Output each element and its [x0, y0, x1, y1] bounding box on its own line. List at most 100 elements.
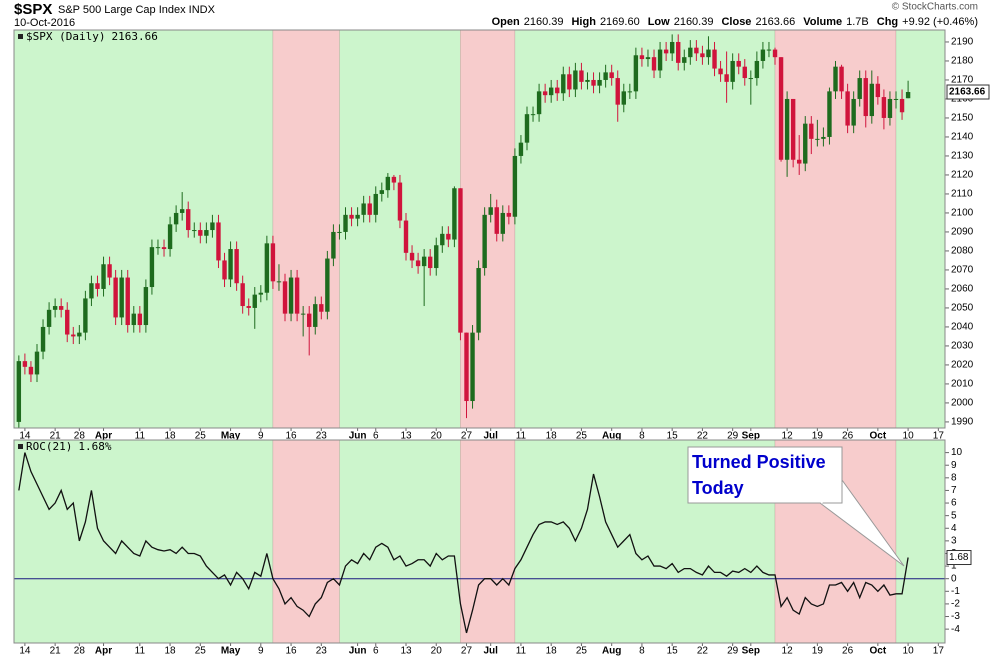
x-tick-label: 11 — [516, 431, 527, 442]
field-label: Close — [721, 16, 751, 28]
x-tick-label: 15 — [667, 431, 679, 442]
candle-body — [300, 313, 306, 315]
candle-body — [101, 264, 106, 289]
candle-body — [46, 309, 52, 327]
x-tick-label: 10 — [903, 431, 915, 442]
price-tag — [946, 84, 990, 100]
legend: ROC(21) 1.68% — [26, 440, 112, 453]
x-tick-label: 13 — [400, 646, 412, 657]
callout-text: Today — [692, 478, 744, 498]
candle-body — [446, 233, 451, 240]
candle-body — [240, 283, 245, 307]
y-tick-label: 2080 — [951, 246, 974, 257]
x-tick-label: Oct — [870, 646, 887, 657]
candle-body — [270, 243, 276, 282]
x-tick-label: 16 — [285, 431, 297, 442]
field-value: +9.92 (+0.46%) — [902, 16, 978, 28]
regime-band — [339, 29, 461, 429]
candle-body — [766, 49, 772, 51]
candle-body — [228, 249, 233, 280]
candle-body — [669, 41, 675, 54]
candle-body — [397, 182, 403, 221]
candle-body — [95, 283, 100, 289]
x-tick-label: Jul — [483, 646, 498, 657]
candle-body — [736, 60, 741, 67]
x-tick-label: 19 — [812, 646, 824, 657]
x-tick-label: 11 — [516, 646, 527, 657]
candle-body — [179, 209, 185, 213]
candle-body — [639, 55, 645, 60]
candle-body — [403, 220, 409, 253]
candle-body — [373, 193, 378, 215]
candle-body — [488, 207, 493, 215]
regime-band — [272, 29, 340, 429]
y-tick-label: 8 — [951, 472, 957, 483]
candle-body — [470, 332, 475, 402]
candle-body — [724, 74, 729, 82]
candle-body — [125, 277, 130, 326]
candle-body — [415, 260, 421, 267]
candle-body — [482, 214, 487, 269]
candle-body — [887, 98, 893, 118]
candle-body — [627, 91, 633, 93]
field-value: 2163.66 — [755, 16, 795, 28]
panel-frame — [13, 29, 946, 429]
candle-body — [52, 306, 58, 310]
y-tick-label: 2050 — [951, 303, 974, 314]
x-tick-label: 23 — [316, 431, 328, 442]
candle-body — [34, 351, 40, 375]
candle-body — [458, 188, 463, 333]
candle-body — [276, 281, 282, 283]
x-tick-label: 27 — [461, 646, 473, 657]
candle-body — [149, 247, 155, 288]
y-tick-label: -4 — [951, 624, 960, 635]
x-tick-label: 11 — [135, 431, 146, 442]
candle-body — [561, 74, 566, 94]
candle-body — [313, 304, 318, 327]
y-tick-label: 2090 — [951, 227, 974, 238]
candle-body — [899, 98, 905, 113]
candle-body — [186, 209, 191, 231]
security-name: S&P 500 Large Cap Index INDX — [58, 4, 216, 16]
x-tick-label: 26 — [842, 431, 854, 442]
y-tick-label: 2060 — [951, 284, 974, 295]
candle-body — [506, 212, 512, 217]
y-tick-label: 2170 — [951, 75, 974, 86]
candle-body — [210, 222, 215, 231]
field-value: 2169.60 — [600, 16, 640, 28]
candle-body — [307, 313, 312, 327]
y-tick-label: -3 — [951, 611, 960, 622]
candle-body — [343, 214, 348, 232]
x-tick-label: 6 — [373, 431, 379, 442]
candle-body — [58, 306, 64, 310]
candle-body — [325, 258, 330, 312]
y-tick-label: 5 — [951, 510, 957, 521]
y-tick-label: 2040 — [951, 322, 974, 333]
candle-body — [809, 123, 814, 139]
y-tick-label: 2190 — [951, 37, 974, 48]
candle-body — [512, 155, 518, 217]
candle-body — [845, 91, 850, 126]
regime-band — [460, 439, 516, 644]
y-tick-label: 1 — [951, 561, 957, 572]
y-tick-label: 1990 — [951, 417, 974, 428]
y-tick-label: 2120 — [951, 170, 974, 181]
x-tick-label: 27 — [461, 431, 473, 442]
candle-body — [452, 188, 457, 240]
x-tick-label: 20 — [431, 646, 443, 657]
candle-body — [204, 230, 209, 236]
candle-body — [700, 53, 705, 58]
field-label: High — [571, 16, 596, 28]
candle-body — [881, 97, 887, 118]
candle-body — [657, 49, 663, 71]
legend-value: 1.68% — [78, 440, 111, 453]
field-value: 2160.39 — [674, 16, 714, 28]
candle-body — [198, 230, 203, 236]
regime-band — [895, 439, 946, 644]
candle-body — [192, 230, 197, 232]
x-tick-label: 19 — [812, 431, 824, 442]
x-tick-label: 8 — [639, 431, 645, 442]
y-tick-label: 2010 — [951, 379, 974, 390]
y-tick-label: 2030 — [951, 341, 974, 352]
candle-body — [252, 294, 257, 308]
